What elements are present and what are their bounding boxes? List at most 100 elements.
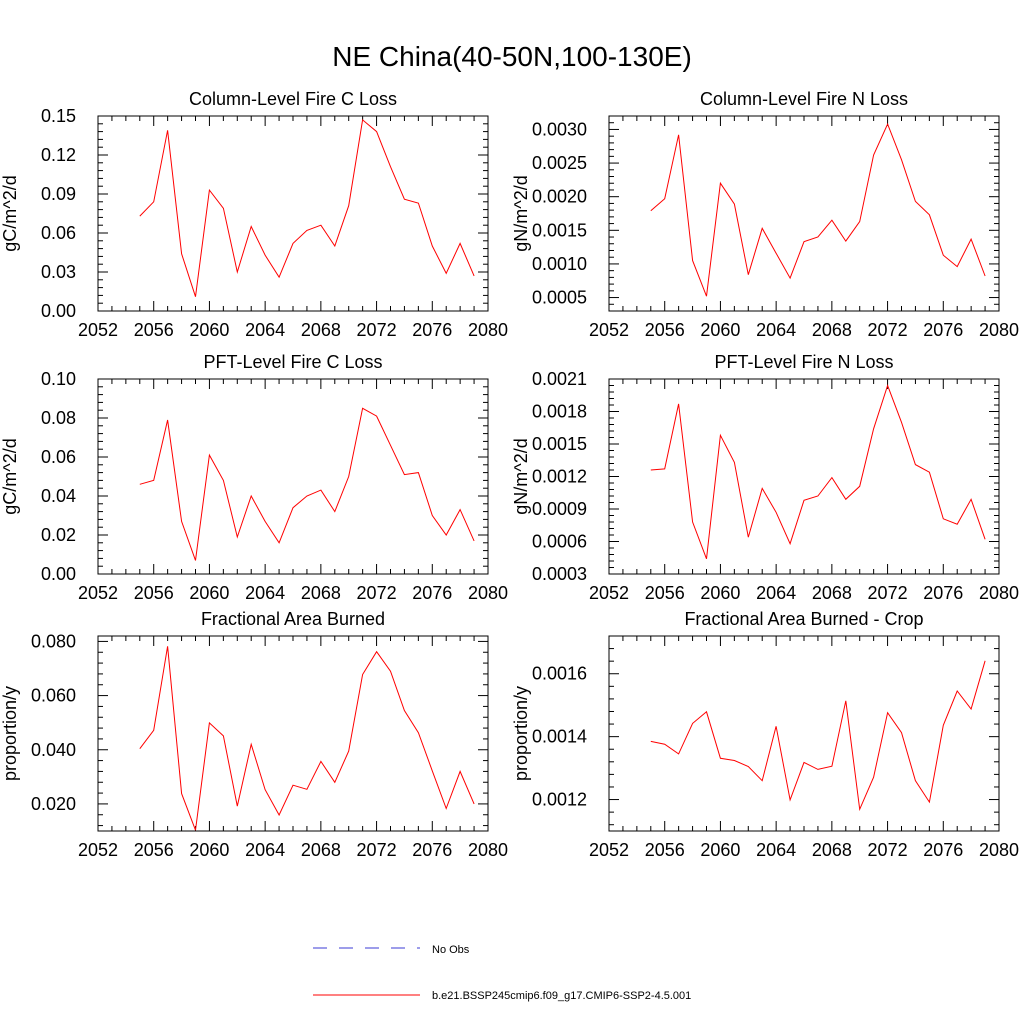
- plot-frame: [97, 378, 489, 575]
- x-tick-label: 2052: [78, 583, 118, 603]
- x-tick-label: 2072: [868, 583, 908, 603]
- chart-title: Column-Level Fire C Loss: [189, 89, 397, 109]
- series-line: [650, 122, 986, 297]
- x-tick-label: 2060: [700, 840, 740, 860]
- y-tick-label: 0.0030: [532, 119, 587, 139]
- y-tick-label: 0.0006: [532, 532, 587, 552]
- chart-panel: PFT-Level Fire N Loss gN/m^2/d 2052 2056 206…: [511, 352, 1019, 603]
- x-tick-label: 2060: [189, 840, 229, 860]
- x-tick-label: 2076: [923, 840, 963, 860]
- plot-frame: [608, 378, 1000, 575]
- x-tick-label: 2064: [756, 840, 796, 860]
- legend-obs-label: No Obs: [432, 944, 470, 956]
- x-tick-label: 2068: [812, 320, 852, 340]
- chart-panel: PFT-Level Fire C Loss gC/m^2/d 2052 2056 206…: [0, 352, 508, 603]
- y-tick-label: 0.09: [41, 184, 76, 204]
- x-tick-label: 2052: [589, 583, 629, 603]
- y-tick-label: 0.02: [41, 525, 76, 545]
- y-tick-label: 0.0018: [532, 402, 587, 422]
- x-tick-label: 2056: [134, 583, 174, 603]
- x-tick-label: 2052: [78, 320, 118, 340]
- y-axis-label: proportion/y: [0, 686, 20, 781]
- y-tick-label: 0.020: [31, 794, 76, 814]
- y-tick-label: 0.0021: [532, 369, 587, 389]
- x-tick-label: 2060: [700, 320, 740, 340]
- y-tick-label: 0.12: [41, 145, 76, 165]
- y-tick-label: 0.00: [41, 564, 76, 584]
- y-tick-label: 0.0003: [532, 564, 587, 584]
- chart-panel: Fractional Area Burned proportion/y 2052 20…: [0, 609, 508, 860]
- y-tick-label: 0.0015: [532, 220, 587, 240]
- x-tick-label: 2064: [756, 583, 796, 603]
- x-tick-label: 2052: [589, 840, 629, 860]
- x-tick-label: 2068: [301, 583, 341, 603]
- x-tick-label: 2056: [134, 320, 174, 340]
- series-line: [650, 660, 986, 812]
- x-tick-label: 2072: [357, 320, 397, 340]
- series-line: [139, 646, 475, 831]
- x-tick-label: 2080: [979, 320, 1019, 340]
- x-tick-label: 2072: [357, 840, 397, 860]
- chart-title: PFT-Level Fire N Loss: [714, 352, 893, 372]
- x-tick-label: 2080: [468, 840, 508, 860]
- x-tick-label: 2056: [645, 840, 685, 860]
- x-tick-label: 2052: [589, 320, 629, 340]
- x-tick-label: 2076: [412, 583, 452, 603]
- chart-title: Fractional Area Burned: [201, 609, 385, 629]
- y-tick-label: 0.00: [41, 301, 76, 321]
- x-tick-label: 2068: [301, 840, 341, 860]
- y-tick-label: 0.06: [41, 447, 76, 467]
- y-axis-label: gN/m^2/d: [511, 438, 531, 514]
- plot-frame: [97, 635, 489, 832]
- y-tick-label: 0.04: [41, 486, 76, 506]
- y-tick-label: 0.10: [41, 369, 76, 389]
- x-tick-label: 2080: [468, 583, 508, 603]
- x-tick-label: 2052: [78, 840, 118, 860]
- y-axis-label: gN/m^2/d: [511, 175, 531, 251]
- y-axis-label: proportion/y: [511, 686, 531, 781]
- plot-frame: [97, 115, 489, 312]
- x-tick-label: 2068: [301, 320, 341, 340]
- y-tick-label: 0.0025: [532, 153, 587, 173]
- y-tick-label: 0.0015: [532, 434, 587, 454]
- x-tick-label: 2072: [357, 583, 397, 603]
- x-tick-label: 2076: [923, 583, 963, 603]
- y-tick-label: 0.08: [41, 408, 76, 428]
- x-tick-label: 2076: [923, 320, 963, 340]
- x-tick-label: 2064: [245, 320, 285, 340]
- legend-model-label: b.e21.BSSP245cmip6.f09_g17.CMIP6-SSP2-4.…: [432, 990, 691, 1002]
- y-tick-label: 0.0020: [532, 187, 587, 207]
- x-tick-label: 2064: [756, 320, 796, 340]
- y-tick-label: 0.0010: [532, 254, 587, 274]
- plot-frame: [608, 115, 1000, 312]
- y-tick-label: 0.080: [31, 631, 76, 651]
- y-tick-label: 0.0016: [532, 664, 587, 684]
- figure-title: NE China(40-50N,100-130E): [332, 41, 692, 72]
- x-tick-label: 2072: [868, 320, 908, 340]
- panel-grid: Column-Level Fire C Loss gC/m^2/d 2052 2056…: [0, 89, 1019, 860]
- chart-title: Fractional Area Burned - Crop: [684, 609, 923, 629]
- y-tick-label: 0.06: [41, 223, 76, 243]
- y-axis-label: gC/m^2/d: [0, 175, 20, 251]
- x-tick-label: 2068: [812, 583, 852, 603]
- y-tick-label: 0.0012: [532, 790, 587, 810]
- x-tick-label: 2068: [812, 840, 852, 860]
- x-tick-label: 2060: [189, 320, 229, 340]
- y-tick-label: 0.060: [31, 686, 76, 706]
- plot-frame: [608, 635, 1000, 832]
- chart-title: PFT-Level Fire C Loss: [203, 352, 382, 372]
- x-tick-label: 2080: [979, 840, 1019, 860]
- x-tick-label: 2072: [868, 840, 908, 860]
- series-line: [650, 383, 986, 559]
- y-axis-label: gC/m^2/d: [0, 438, 20, 514]
- x-tick-label: 2056: [645, 583, 685, 603]
- x-tick-label: 2064: [245, 583, 285, 603]
- x-tick-label: 2056: [645, 320, 685, 340]
- y-tick-label: 0.15: [41, 106, 76, 126]
- y-tick-label: 0.0014: [532, 727, 587, 747]
- x-tick-label: 2076: [412, 840, 452, 860]
- chart-panel: Fractional Area Burned - Crop proportion/…: [511, 609, 1019, 860]
- x-tick-label: 2056: [134, 840, 174, 860]
- chart-panel: Column-Level Fire C Loss gC/m^2/d 2052 2056…: [0, 89, 508, 340]
